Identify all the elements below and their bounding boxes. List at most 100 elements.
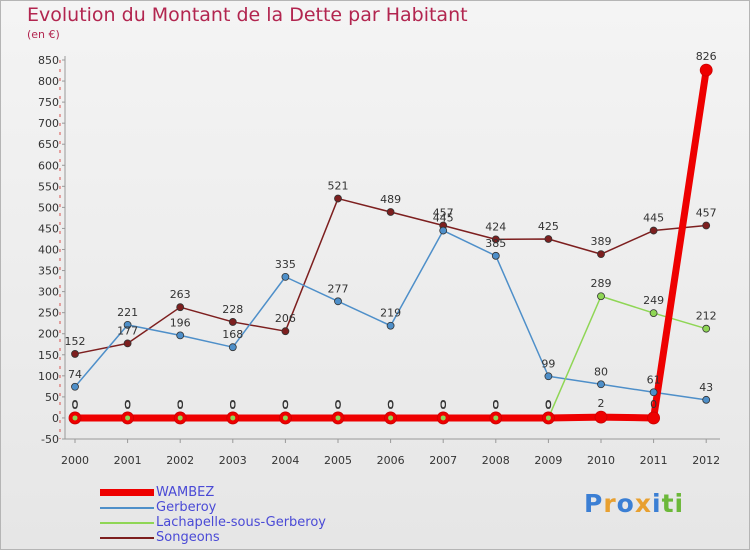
data-label: 457 bbox=[433, 206, 454, 219]
data-point bbox=[71, 382, 79, 391]
data-label: 99 bbox=[541, 357, 555, 370]
data-label: 289 bbox=[591, 277, 612, 290]
data-point bbox=[123, 339, 132, 348]
data-label: 249 bbox=[643, 294, 664, 307]
y-tick-label: 300 bbox=[38, 286, 59, 299]
y-tick-label: 550 bbox=[38, 180, 59, 193]
data-point bbox=[388, 415, 394, 421]
data-point bbox=[597, 380, 605, 389]
data-point bbox=[281, 272, 290, 281]
x-tick-label: 2009 bbox=[534, 454, 562, 467]
series-line-songeons bbox=[74, 197, 707, 355]
data-point bbox=[491, 235, 500, 244]
data-point bbox=[440, 415, 446, 421]
data-label: 425 bbox=[538, 220, 559, 233]
data-point bbox=[597, 292, 605, 301]
data-label: 335 bbox=[275, 258, 296, 271]
data-label: 0 bbox=[335, 399, 342, 412]
data-label: 0 bbox=[229, 398, 236, 411]
data-label: 445 bbox=[643, 212, 664, 225]
legend-label: Lachapelle-sous-Gerberoy bbox=[156, 515, 327, 530]
y-tick-label: 750 bbox=[38, 96, 59, 109]
data-point bbox=[649, 309, 658, 317]
data-label: 0 bbox=[124, 399, 131, 412]
data-label: 489 bbox=[380, 193, 401, 206]
chart-title: Evolution du Montant de la Dette par Hab… bbox=[27, 4, 468, 26]
x-tick-label: 2004 bbox=[271, 454, 299, 467]
legend-swatch bbox=[100, 489, 154, 496]
legend-label: Gerberoy bbox=[156, 500, 217, 515]
x-tick-label: 2003 bbox=[219, 454, 247, 467]
logo-letter: i bbox=[652, 489, 662, 518]
data-point bbox=[491, 251, 500, 260]
data-label: 168 bbox=[222, 328, 243, 341]
y-tick-label: 650 bbox=[38, 138, 59, 151]
data-label: 0 bbox=[72, 398, 79, 411]
data-point bbox=[72, 415, 78, 421]
data-label: 0 bbox=[545, 399, 552, 412]
y-tick-label: 250 bbox=[38, 307, 59, 320]
legend: WAMBEZ Gerberoy Lachapelle-sous-Gerberoy So… bbox=[100, 485, 400, 546]
data-label: 0 bbox=[282, 398, 289, 411]
data-label: 521 bbox=[328, 180, 349, 193]
data-label: 0 bbox=[72, 399, 79, 412]
legend-swatch bbox=[100, 537, 154, 539]
data-point bbox=[125, 415, 131, 421]
data-point bbox=[281, 327, 290, 336]
data-label: 221 bbox=[117, 306, 138, 319]
data-point bbox=[544, 372, 553, 381]
legend-label: WAMBEZ bbox=[156, 485, 215, 500]
data-label: 177 bbox=[117, 324, 138, 337]
data-point bbox=[176, 331, 185, 340]
y-tick-label: 150 bbox=[38, 349, 59, 362]
data-label: 385 bbox=[485, 237, 506, 250]
y-tick-label: 850 bbox=[38, 54, 59, 67]
data-label: 206 bbox=[275, 312, 296, 325]
data-label: 0 bbox=[387, 399, 394, 412]
data-point bbox=[699, 63, 713, 77]
data-label: 212 bbox=[696, 310, 717, 323]
legend-item-lachapelle-sous-gerberoy: Lachapelle-sous-Gerberoy bbox=[100, 515, 400, 531]
data-point bbox=[649, 388, 658, 397]
data-point bbox=[647, 411, 660, 425]
data-point bbox=[335, 415, 341, 421]
data-label: 43 bbox=[699, 381, 713, 394]
data-label: 2 bbox=[598, 397, 605, 410]
x-tick-label: 2007 bbox=[429, 454, 457, 467]
data-point bbox=[334, 297, 342, 306]
data-label: 0 bbox=[177, 399, 184, 412]
data-point bbox=[71, 350, 79, 358]
data-point bbox=[228, 343, 237, 352]
data-label: 219 bbox=[380, 307, 401, 320]
y-tick-label: 200 bbox=[38, 328, 59, 341]
data-point bbox=[228, 318, 237, 326]
x-tick-label: 2001 bbox=[114, 454, 142, 467]
data-label: 61 bbox=[647, 373, 661, 386]
data-label: 0 bbox=[124, 398, 131, 411]
data-label: 0 bbox=[545, 398, 552, 411]
legend-item-gerberoy: Gerberoy bbox=[100, 500, 400, 516]
data-label: 0 bbox=[440, 398, 447, 411]
data-point bbox=[597, 250, 605, 259]
logo-letter: x bbox=[634, 489, 652, 518]
y-tick-label: 450 bbox=[38, 222, 59, 235]
data-label: 277 bbox=[328, 282, 349, 295]
data-label: 457 bbox=[696, 206, 717, 219]
data-point bbox=[594, 410, 608, 424]
x-tick-label: 2008 bbox=[482, 454, 510, 467]
series-line-wambez bbox=[75, 69, 710, 422]
data-label: 0 bbox=[282, 399, 289, 412]
y-tick-label: 600 bbox=[38, 159, 59, 172]
y-tick-label: 50 bbox=[45, 391, 59, 404]
data-label: 263 bbox=[170, 288, 191, 301]
logo-letter: P bbox=[584, 489, 604, 518]
logo-letter: o bbox=[616, 489, 635, 518]
data-label: 0 bbox=[440, 399, 447, 412]
data-point bbox=[176, 303, 185, 312]
x-tick-label: 2010 bbox=[587, 454, 615, 467]
data-point bbox=[493, 415, 499, 421]
data-label: 228 bbox=[222, 303, 243, 316]
data-point bbox=[439, 226, 448, 235]
proxiti-logo: Proxiti bbox=[584, 489, 684, 518]
legend-swatch bbox=[100, 507, 154, 509]
